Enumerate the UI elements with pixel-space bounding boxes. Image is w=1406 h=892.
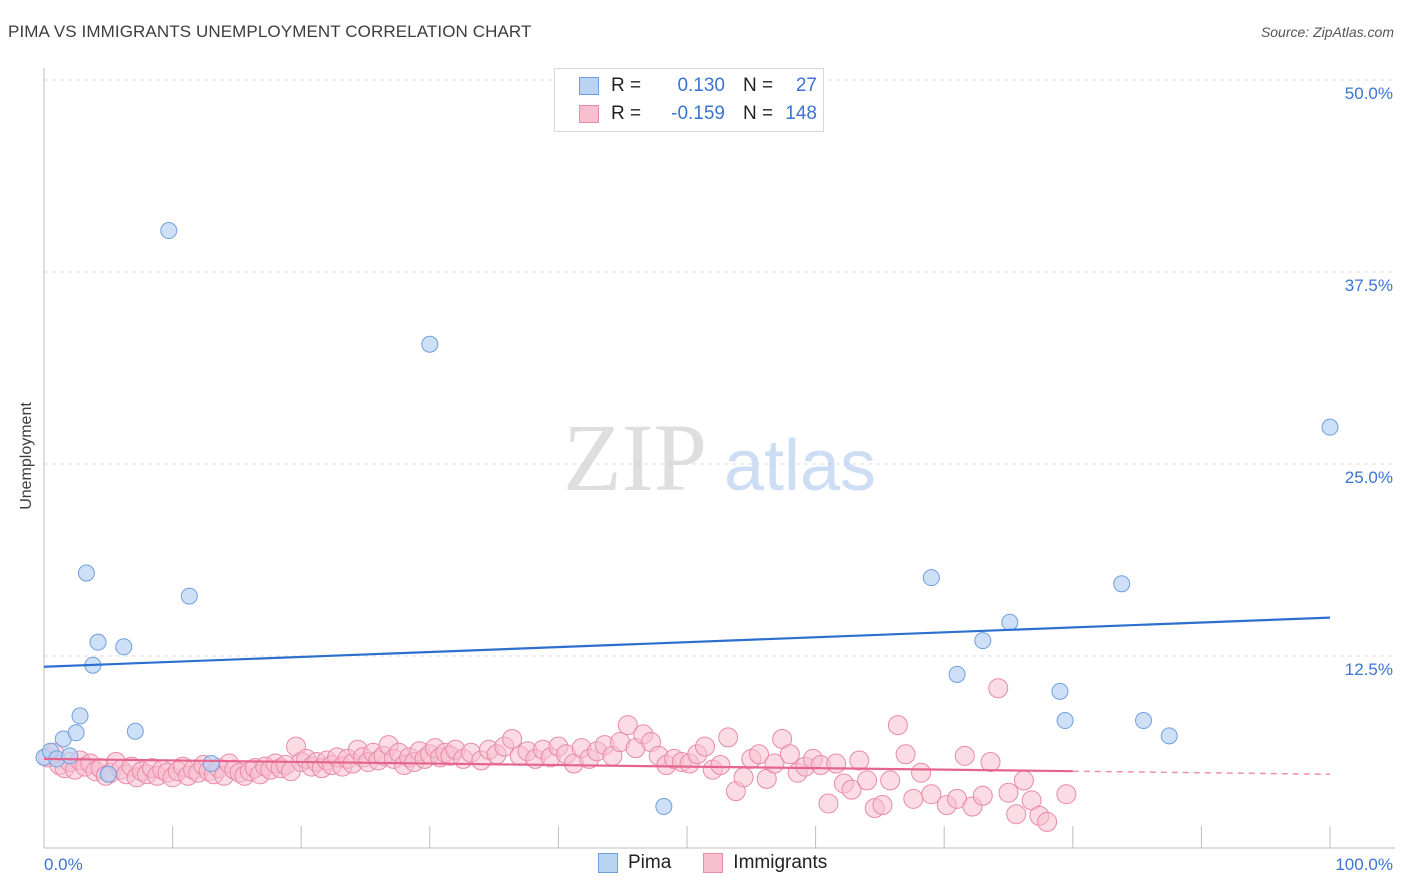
legend-label-pima: Pima	[628, 852, 672, 873]
immigrants-point	[887, 715, 908, 736]
pima-points	[35, 222, 1339, 816]
immigrants-point	[954, 745, 975, 766]
pima-point	[1056, 712, 1074, 730]
pima-point	[202, 755, 220, 773]
immigrants-point	[857, 770, 878, 791]
pima-point	[77, 564, 95, 582]
pima-point	[1160, 727, 1178, 745]
r-value: 0.130	[677, 75, 725, 96]
legend-item-pima[interactable]: Pima	[598, 852, 671, 874]
pima-point	[1135, 712, 1153, 730]
r-value: -0.159	[671, 103, 725, 124]
pima-point	[99, 765, 117, 783]
immigrants-points	[37, 678, 1077, 832]
immigrants-point	[841, 779, 862, 800]
immigrants-point	[718, 727, 739, 748]
immigrants-point	[617, 715, 638, 736]
watermark-zip: ZIP	[563, 404, 707, 511]
pima-point	[1321, 418, 1339, 436]
immigrants-point	[903, 788, 924, 809]
pima-point	[1001, 613, 1019, 631]
immigrants-point	[872, 794, 893, 815]
immigrants-trend-line	[43, 757, 1073, 773]
legend-row-immigrants: R = -0.159 N = 148	[579, 102, 817, 126]
immigrants-point	[710, 755, 731, 776]
pima-point	[160, 222, 178, 240]
pima-trend-line	[43, 616, 1331, 668]
immigrants-point	[998, 782, 1019, 803]
y-tick-label: 12.5%	[1345, 660, 1393, 679]
y-tick-label: 50.0%	[1345, 84, 1393, 103]
n-value: 148	[785, 103, 817, 124]
pima-swatch	[598, 853, 618, 873]
source-label: Source: ZipAtlas.com	[1260, 24, 1394, 40]
n-label: N =	[743, 75, 774, 96]
pima-point	[115, 638, 133, 656]
pima-point	[421, 335, 439, 353]
pima-point	[1113, 575, 1131, 593]
pima-point	[948, 665, 966, 683]
n-label: N =	[743, 103, 774, 124]
legend-row-pima: R = 0.130 N = 27	[579, 74, 817, 98]
immigrants-point	[733, 767, 754, 788]
immigrants-point	[502, 728, 523, 749]
watermark-atlas: atlas	[724, 426, 876, 506]
immigrants-point	[779, 744, 800, 765]
immigrants-point	[818, 793, 839, 814]
pima-swatch	[579, 77, 599, 95]
immigrants-point	[749, 744, 770, 765]
immigrants-point	[980, 751, 1001, 772]
x-tick-label: 0.0%	[44, 855, 83, 874]
x-tick-label: 100.0%	[1335, 855, 1393, 874]
pima-point	[180, 587, 198, 605]
immigrants-point	[1013, 770, 1034, 791]
r-label: R =	[611, 103, 642, 124]
n-value: 27	[795, 75, 817, 96]
tick-labels: 12.5% 25.0% 37.5% 50.0% 0.0% 100.0%	[44, 84, 1393, 874]
y-tick-label: 25.0%	[1345, 468, 1393, 487]
y-tick-label: 37.5%	[1345, 276, 1393, 295]
pima-point	[126, 722, 144, 740]
immigrants-trend-extension	[1072, 770, 1331, 776]
pima-point	[1051, 682, 1069, 700]
immigrants-swatch	[703, 853, 724, 873]
pima-point	[67, 724, 85, 742]
immigrants-point	[895, 744, 916, 765]
immigrants-point	[695, 736, 716, 757]
pima-point	[71, 707, 89, 725]
trend-lines	[43, 616, 1331, 776]
grid-lines	[44, 79, 1395, 657]
legend-label-immigrants: Immigrants	[733, 852, 828, 873]
immigrants-point	[972, 785, 993, 806]
axes	[43, 68, 1395, 849]
pima-point	[922, 569, 940, 587]
immigrants-point	[880, 770, 901, 791]
pima-point	[974, 632, 992, 650]
immigrants-point	[1037, 811, 1058, 832]
immigrants-point	[988, 678, 1009, 699]
immigrants-point	[826, 753, 847, 774]
immigrants-point	[849, 750, 870, 771]
series-legend: Pima Immigrants	[598, 852, 859, 874]
r-label: R =	[611, 75, 642, 96]
immigrants-point	[1006, 804, 1027, 825]
immigrants-swatch	[579, 105, 599, 123]
pima-point	[89, 633, 107, 651]
immigrants-point	[921, 784, 942, 805]
immigrants-point	[911, 762, 932, 783]
legend-item-immigrants[interactable]: Immigrants	[703, 852, 827, 874]
pima-point	[655, 798, 673, 816]
immigrants-point	[1056, 784, 1077, 805]
chart-title: PIMA VS IMMIGRANTS UNEMPLOYMENT CORRELAT…	[8, 22, 532, 41]
pima-point	[61, 747, 79, 765]
stats-legend: R = 0.130 N = 27 R = -0.159 N = 148	[554, 68, 824, 132]
